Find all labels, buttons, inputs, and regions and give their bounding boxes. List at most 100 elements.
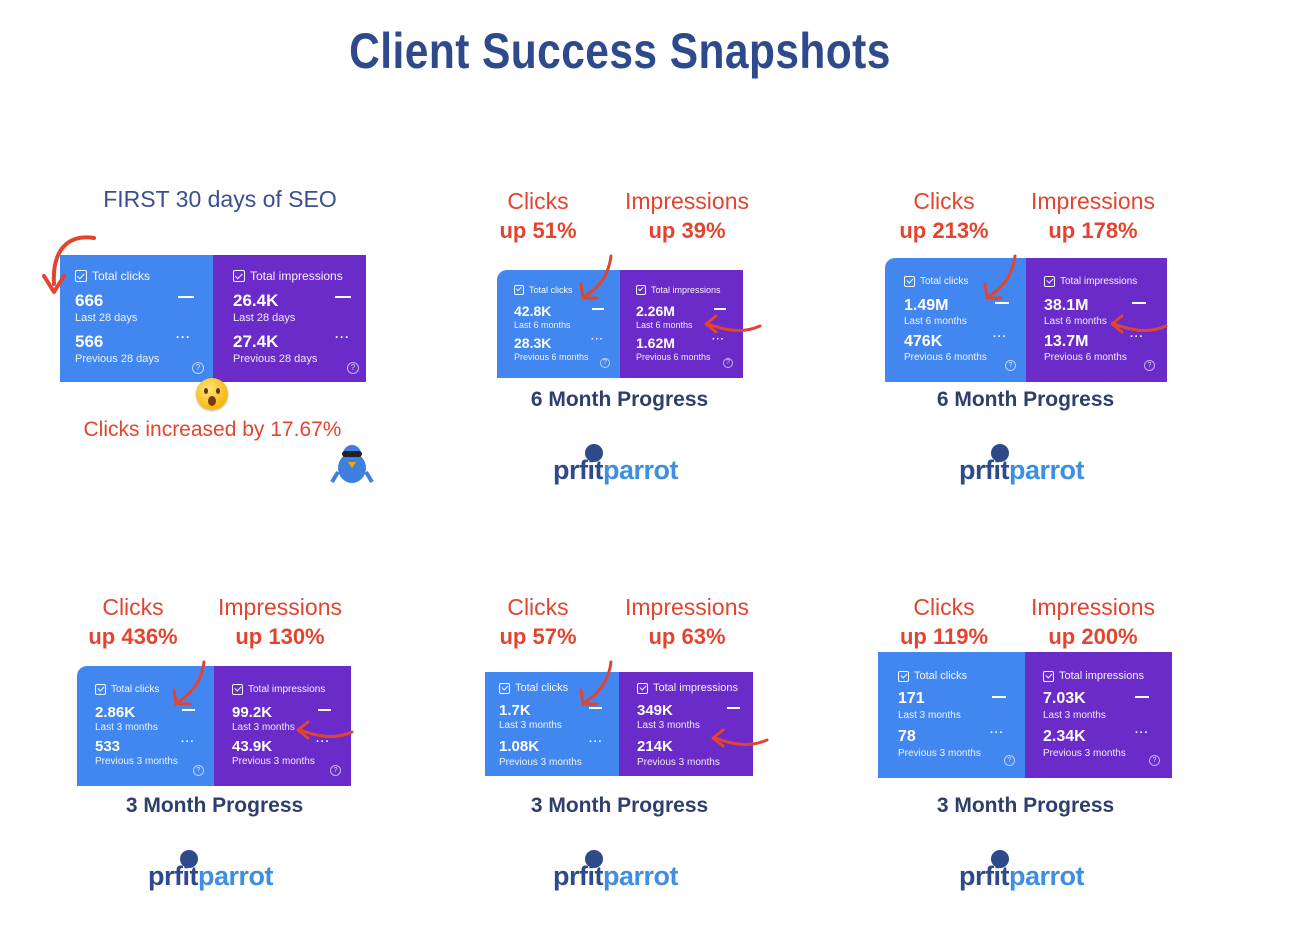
checkbox-icon (1044, 276, 1055, 287)
total-impressions-label: Total impressions (248, 684, 326, 695)
impressions-value: 2.26M (636, 303, 675, 319)
minus-icon (335, 296, 351, 298)
search-console-card: Total clicks 42.8K Last 6 months 28.3K P… (497, 270, 743, 378)
clicks-previous-period: Previous 3 months (898, 748, 981, 759)
clicks-period: Last 3 months (499, 720, 562, 731)
parrot-mascot-icon (330, 445, 374, 484)
impressions-previous-value: 214K (637, 738, 673, 755)
profitparrot-logo: prfitparrot (553, 850, 713, 894)
minus-icon (995, 302, 1009, 304)
total-impressions-panel: Total impressions 26.4K Last 28 days 27.… (213, 255, 366, 382)
clicks-word: Clicks (507, 594, 569, 620)
minus-icon (1135, 696, 1149, 698)
profitparrot-logo: prfitparrot (959, 850, 1119, 894)
impressions-period: Last 6 months (1044, 316, 1107, 327)
impressions-previous-value: 2.34K (1043, 728, 1086, 745)
impressions-value: 26.4K (233, 291, 279, 310)
checkbox-icon (904, 276, 915, 287)
clicks-previous-period: Previous 3 months (95, 756, 178, 767)
help-icon: ? (1144, 360, 1155, 371)
curved-arrow-icon (42, 235, 96, 294)
checkbox-icon (514, 285, 524, 295)
impressions-growth: up 200% (1048, 624, 1138, 649)
checkbox-icon (636, 285, 646, 295)
impressions-period: Last 3 months (637, 720, 700, 731)
impressions-previous-value: 13.7M (1044, 333, 1089, 350)
search-console-card: Total clicks 1.49M Last 6 months 476K Pr… (885, 258, 1167, 382)
clicks-value: 171 (898, 690, 925, 707)
checkbox-icon (233, 270, 245, 282)
total-impressions-label: Total impressions (653, 682, 738, 694)
snapshot-card-2: Clicks up 213% Impressions up 178% Total… (843, 182, 1223, 542)
minus-icon (178, 296, 194, 298)
arrow-to-impressions-icon (704, 314, 762, 334)
impressions-previous-period: Previous 6 months (1044, 352, 1127, 363)
help-icon: ? (600, 358, 610, 368)
checkbox-icon (898, 670, 909, 682)
checkbox-icon (1043, 670, 1054, 682)
total-clicks-panel: Total clicks 42.8K Last 6 months 28.3K P… (497, 270, 620, 378)
impressions-growth: up 130% (235, 624, 325, 649)
parrot-logo-icon (585, 850, 603, 868)
clicks-period: Last 3 months (898, 710, 961, 721)
clicks-growth: up 119% (899, 624, 989, 649)
progress-caption: 3 Month Progress (530, 794, 709, 817)
progress-caption: 6 Month Progress (936, 388, 1115, 411)
impressions-word: Impressions (218, 594, 342, 620)
clicks-previous-period: Previous 3 months (499, 757, 582, 768)
help-icon: ? (1149, 755, 1160, 766)
clicks-word: Clicks (913, 594, 975, 620)
search-console-card: Total clicks 2.86K Last 3 months 533 Pre… (77, 666, 351, 786)
dashed-line-icon: ··· (335, 330, 350, 344)
dashed-line-icon: ··· (990, 727, 1004, 739)
clicks-previous-period: Previous 6 months (904, 352, 987, 363)
total-impressions-label: Total impressions (651, 285, 721, 295)
clicks-period: Last 28 days (75, 312, 138, 324)
impressions-period: Last 3 months (232, 722, 295, 733)
impressions-previous-value: 27.4K (233, 332, 279, 351)
profitparrot-logo: prfitparrot (959, 444, 1119, 488)
minus-icon (727, 707, 740, 709)
minus-icon (182, 709, 195, 711)
impressions-word: Impressions (625, 594, 749, 620)
total-clicks-label: Total clicks (515, 682, 569, 694)
minus-icon (714, 308, 726, 310)
surprised-face-icon (196, 378, 228, 410)
arrow-to-impressions-icon (296, 720, 354, 740)
help-icon: ? (347, 362, 359, 374)
clicks-growth: up 436% (88, 624, 178, 649)
total-impressions-label: Total impressions (1059, 670, 1144, 682)
impressions-period: Last 28 days (233, 312, 296, 324)
total-impressions-panel: Total impressions 2.26M Last 6 months 1.… (620, 270, 743, 378)
profitparrot-logo: prfitparrot (553, 444, 713, 488)
total-clicks-panel: Total clicks 171 Last 3 months 78 Previo… (878, 652, 1025, 778)
total-impressions-label: Total impressions (250, 269, 343, 283)
minus-icon (318, 709, 331, 711)
minus-icon (1132, 302, 1146, 304)
snapshot-card-5: Clicks up 119% Impressions up 200% Total… (843, 588, 1223, 948)
dashed-line-icon: ··· (181, 736, 195, 748)
impressions-previous-period: Previous 28 days (233, 353, 318, 365)
snapshot-first-30-days: FIRST 30 days of SEO Total clicks 666 La… (30, 170, 410, 530)
impressions-value: 99.2K (232, 704, 273, 721)
dashed-line-icon: ··· (589, 736, 603, 748)
impressions-value: 349K (637, 702, 673, 719)
search-console-card: Total clicks 171 Last 3 months 78 Previo… (878, 652, 1172, 778)
clicks-previous-period: Previous 6 months (514, 352, 589, 362)
clicks-previous-value: 566 (75, 332, 104, 351)
dashed-line-icon: ··· (1135, 727, 1149, 739)
total-clicks-panel: Total clicks 1.7K Last 3 months 1.08K Pr… (485, 672, 619, 776)
total-impressions-panel: Total impressions 99.2K Last 3 months 43… (214, 666, 351, 786)
total-impressions-panel: Total impressions 7.03K Last 3 months 2.… (1025, 652, 1172, 778)
impressions-growth: up 63% (648, 624, 726, 649)
first-30-days-headline: FIRST 30 days of SEO (103, 186, 337, 212)
page-title: Client Success Snapshots (349, 23, 891, 79)
checkbox-icon (637, 682, 648, 694)
impressions-growth: up 39% (648, 218, 726, 243)
clicks-period: Last 3 months (95, 722, 158, 733)
total-impressions-panel: Total impressions 38.1M Last 6 months 13… (1026, 258, 1167, 382)
clicks-increase-note: Clicks increased by 17.67% (83, 418, 342, 441)
impressions-value: 38.1M (1044, 297, 1089, 314)
dashed-line-icon: ··· (591, 334, 604, 345)
dashed-line-icon: ··· (712, 334, 725, 345)
